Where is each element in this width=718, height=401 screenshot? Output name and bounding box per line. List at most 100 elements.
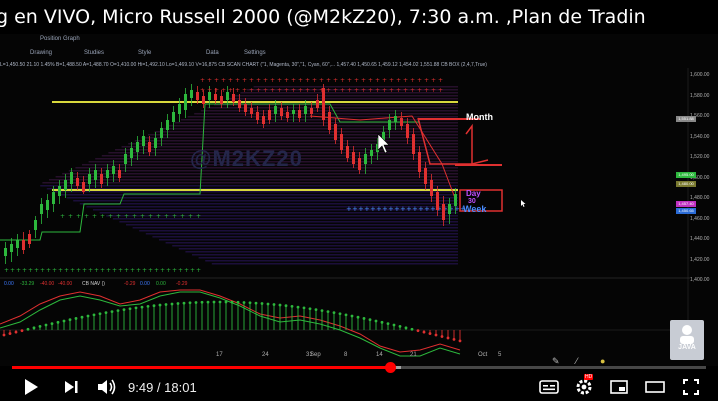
price-axis-label: 1,420.00 bbox=[690, 256, 710, 263]
histogram-dot bbox=[452, 337, 456, 341]
volume-band bbox=[46, 188, 459, 190]
volume-band bbox=[154, 131, 458, 133]
price-chart: + + + + + + + + + + + + + + + + + + + + + + + + + + + + + + + + + + + + + + +… bbox=[0, 68, 690, 357]
candle-body bbox=[310, 108, 313, 114]
histogram-dot bbox=[386, 322, 390, 326]
scan-dot-red: + bbox=[417, 87, 422, 94]
scan-dot-red: + bbox=[284, 77, 289, 84]
volume-band bbox=[159, 239, 458, 241]
volume-button[interactable] bbox=[96, 376, 118, 398]
volume-band bbox=[112, 218, 459, 220]
theater-icon bbox=[645, 381, 665, 393]
mouse-cursor-icon bbox=[377, 133, 390, 154]
candle-body bbox=[10, 244, 13, 252]
subtitles-icon bbox=[539, 380, 559, 394]
histogram-dot bbox=[62, 319, 66, 323]
volume-icon bbox=[98, 379, 116, 395]
progress-bar[interactable] bbox=[12, 362, 706, 373]
subtitles-button[interactable] bbox=[538, 376, 560, 398]
volume-band bbox=[119, 221, 459, 223]
scan-dot-red: + bbox=[438, 87, 443, 94]
histogram-dot bbox=[398, 325, 402, 328]
histogram-dot bbox=[296, 305, 300, 309]
theater-button[interactable] bbox=[644, 376, 666, 398]
pencil-tool-icon[interactable]: ✎ bbox=[552, 356, 560, 366]
coin-tool-icon[interactable]: ● bbox=[600, 356, 606, 366]
histogram-dot bbox=[200, 300, 204, 304]
volume-band bbox=[40, 185, 458, 187]
candle-body bbox=[436, 192, 439, 210]
histogram-dot bbox=[110, 310, 114, 314]
candle-body bbox=[4, 248, 7, 256]
histogram-dot bbox=[224, 300, 228, 304]
price-tag: 1,495.00 bbox=[676, 172, 696, 178]
volume-band bbox=[247, 89, 458, 91]
next-button[interactable] bbox=[60, 376, 82, 398]
histogram-dot bbox=[188, 301, 192, 305]
candle-body bbox=[28, 234, 31, 244]
candle-body bbox=[454, 194, 457, 206]
scan-dot-red: + bbox=[368, 87, 373, 94]
settings-button[interactable]: HD bbox=[572, 374, 596, 398]
volume-band bbox=[53, 191, 459, 193]
scan-dot-green: + bbox=[10, 267, 15, 274]
histogram-dot bbox=[98, 312, 102, 316]
scan-dot-green: + bbox=[28, 267, 33, 274]
volume-band bbox=[172, 245, 458, 247]
blue-marker: + bbox=[346, 205, 352, 213]
fullscreen-button[interactable] bbox=[680, 376, 702, 398]
channel-watermark-logo[interactable]: JAVA bbox=[670, 320, 704, 360]
volume-band bbox=[198, 257, 458, 259]
scan-dot-red: + bbox=[256, 87, 261, 94]
histogram-dot bbox=[428, 332, 432, 335]
blue-marker: + bbox=[412, 205, 418, 213]
date-axis-label: 17 bbox=[216, 352, 223, 358]
blue-marker: + bbox=[352, 205, 358, 213]
scan-dot-green: + bbox=[124, 267, 129, 274]
histogram-dot bbox=[68, 318, 72, 322]
indicator-label: 0.00 bbox=[140, 281, 150, 287]
scan-dot-red: + bbox=[291, 87, 296, 94]
play-icon bbox=[25, 379, 38, 395]
date-axis-label: 8 bbox=[344, 352, 348, 358]
volume-band bbox=[174, 122, 458, 124]
histogram-dot bbox=[356, 315, 360, 319]
scan-dot-green: + bbox=[92, 213, 97, 220]
time-total: 18:01 bbox=[164, 380, 197, 395]
blue-marker: + bbox=[454, 205, 460, 213]
scan-dot-green: + bbox=[94, 267, 99, 274]
scan-dot-red: + bbox=[361, 77, 366, 84]
candle-body bbox=[298, 110, 301, 118]
price-axis-label: 1,520.00 bbox=[690, 154, 710, 160]
volume-band bbox=[134, 140, 459, 142]
volume-band bbox=[181, 119, 458, 121]
play-button[interactable] bbox=[20, 376, 42, 398]
scan-dot-green: + bbox=[88, 267, 93, 274]
scan-dot-green: + bbox=[160, 267, 165, 274]
scan-dot-red: + bbox=[263, 77, 268, 84]
progress-scrubber[interactable] bbox=[385, 362, 397, 373]
histogram-dot bbox=[32, 326, 36, 330]
histogram-dot bbox=[140, 305, 144, 309]
scan-dot-red: + bbox=[312, 87, 317, 94]
video-frame-chart[interactable]: Position Graph Drawing Studies Style Dat… bbox=[0, 34, 718, 366]
miniplayer-button[interactable] bbox=[608, 376, 630, 398]
histogram-dot bbox=[380, 320, 384, 324]
scan-dot-green: + bbox=[46, 267, 51, 274]
scan-dot-red: + bbox=[242, 87, 247, 94]
scan-dot-green: + bbox=[172, 267, 177, 274]
histogram-dot bbox=[2, 333, 6, 337]
histogram-dot bbox=[74, 317, 78, 320]
blue-marker: + bbox=[370, 205, 376, 213]
histogram-dot bbox=[194, 301, 198, 304]
scan-dot-red: + bbox=[263, 87, 268, 94]
brush-tool-icon[interactable]: ⁄ bbox=[576, 356, 578, 366]
histogram-dot bbox=[236, 300, 240, 304]
candle-body bbox=[52, 192, 55, 204]
scan-dot-green: + bbox=[116, 213, 121, 220]
histogram-dot bbox=[26, 327, 30, 331]
label-month: Month bbox=[466, 112, 493, 122]
scan-dot-red: + bbox=[410, 87, 415, 94]
histogram-dot bbox=[122, 308, 126, 312]
